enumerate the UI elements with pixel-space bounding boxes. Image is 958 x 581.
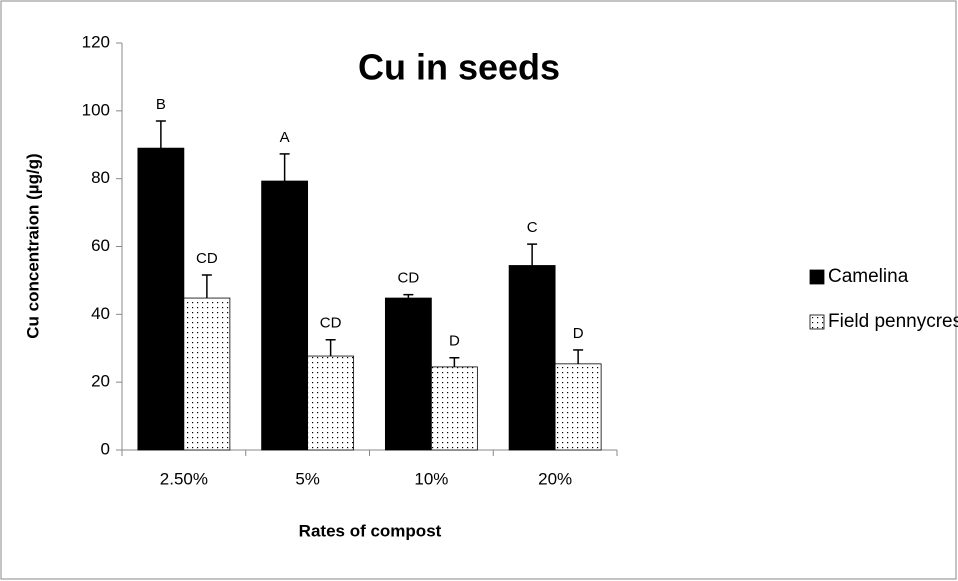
x-tick-label: 5% — [295, 469, 320, 488]
bar — [430, 366, 478, 451]
y-tick-label: 120 — [82, 32, 110, 51]
bar-annotation: D — [449, 333, 460, 350]
bar-annotation: CD — [398, 270, 420, 287]
bar-annotation: CD — [320, 315, 342, 332]
legend-swatch — [809, 269, 825, 285]
x-axis-label: Rates of compost — [299, 521, 442, 540]
bar-annotation: A — [280, 129, 290, 146]
x-tick-label: 10% — [414, 469, 448, 488]
x-tick-label: 2.50% — [160, 469, 208, 488]
bar — [261, 180, 309, 451]
legend-label: Camelina — [828, 266, 909, 287]
legend-label: Field pennycress — [828, 311, 958, 332]
bar — [384, 297, 432, 451]
y-axis-label: Cu concentraion (µg/g) — [23, 153, 42, 338]
bar-annotation: B — [156, 96, 166, 113]
bar — [508, 265, 556, 451]
bar — [307, 355, 355, 451]
bar — [554, 363, 602, 451]
y-tick-label: 80 — [91, 168, 110, 187]
bar-annotation: C — [527, 219, 538, 236]
chart-title: Cu in seeds — [358, 47, 560, 88]
y-tick-label: 0 — [101, 439, 110, 458]
bar-annotation: D — [573, 325, 584, 342]
y-tick-label: 40 — [91, 304, 110, 323]
bar-annotation: CD — [196, 250, 218, 267]
x-tick-label: 20% — [538, 469, 572, 488]
y-tick-label: 60 — [91, 236, 110, 255]
bar — [183, 297, 231, 451]
legend-swatch — [809, 314, 825, 330]
bar — [137, 147, 185, 451]
y-tick-label: 20 — [91, 372, 110, 391]
y-tick-label: 100 — [82, 100, 110, 119]
